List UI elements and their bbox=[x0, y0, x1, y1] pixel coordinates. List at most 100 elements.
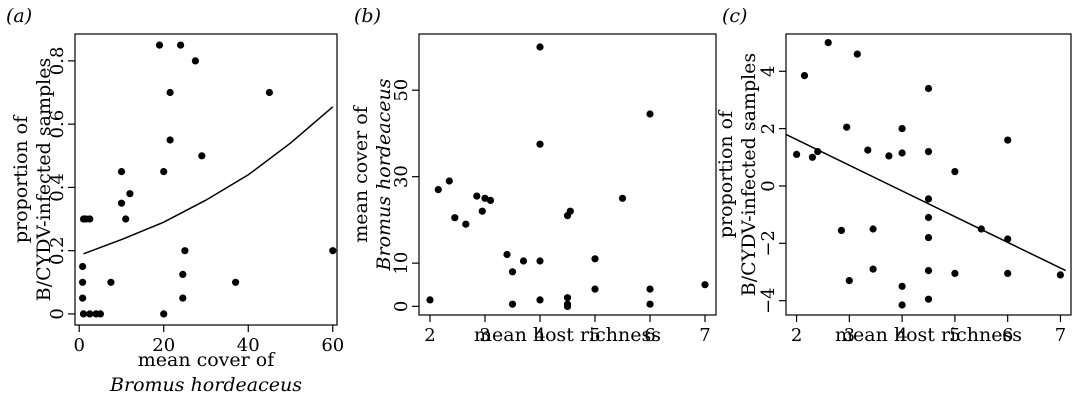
data-point bbox=[508, 300, 517, 308]
data-point bbox=[503, 250, 511, 259]
data-point bbox=[86, 215, 94, 223]
data-point bbox=[951, 269, 959, 277]
y-tick-label: 0.2 bbox=[47, 236, 68, 265]
data-point bbox=[566, 207, 574, 215]
x-tick-label: 3 bbox=[479, 325, 490, 346]
y-axis-label: mean cover of bbox=[350, 104, 372, 242]
y-tick-label: 2 bbox=[758, 123, 779, 134]
data-point bbox=[869, 225, 877, 233]
y-axis-label: B/CYDV-infected samples bbox=[33, 58, 55, 301]
data-point bbox=[1004, 235, 1012, 243]
data-point bbox=[117, 168, 126, 176]
data-point bbox=[924, 267, 933, 275]
data-point bbox=[618, 194, 627, 202]
data-point bbox=[843, 123, 851, 131]
data-point bbox=[951, 168, 959, 176]
fit-line bbox=[785, 133, 1067, 272]
data-point bbox=[107, 278, 115, 286]
data-point bbox=[126, 190, 134, 198]
x-tick-label: 3 bbox=[844, 325, 855, 346]
data-point bbox=[701, 281, 709, 289]
data-point bbox=[122, 215, 130, 223]
data-point bbox=[800, 72, 809, 80]
y-axis-label: B/CYDV-infected samples bbox=[738, 53, 760, 296]
y-axis-label: Bromus hordeaceus bbox=[373, 78, 395, 271]
data-point bbox=[885, 152, 893, 160]
data-point bbox=[160, 168, 168, 176]
data-point bbox=[86, 310, 94, 318]
data-point bbox=[853, 50, 861, 58]
fit-line bbox=[83, 106, 334, 255]
data-point bbox=[924, 148, 933, 156]
plot-frame bbox=[785, 33, 1072, 316]
x-tick-label: 5 bbox=[949, 325, 960, 346]
data-point bbox=[96, 310, 104, 318]
data-point bbox=[481, 194, 489, 202]
data-point bbox=[177, 41, 185, 49]
y-tick-label: 0.4 bbox=[47, 173, 68, 202]
data-point bbox=[646, 285, 654, 293]
data-point bbox=[536, 43, 544, 51]
data-point bbox=[1056, 271, 1064, 279]
data-point bbox=[845, 277, 853, 285]
data-point bbox=[191, 57, 199, 65]
data-point bbox=[898, 282, 906, 290]
x-tick-label: 60 bbox=[321, 335, 344, 356]
data-point bbox=[198, 152, 206, 160]
plot-frame bbox=[74, 33, 338, 326]
data-point bbox=[563, 302, 572, 310]
panel-label: (c) bbox=[722, 5, 747, 27]
data-point bbox=[462, 220, 470, 228]
y-axis-label: proportion of bbox=[715, 109, 737, 238]
plot-frame bbox=[418, 33, 717, 316]
data-point bbox=[924, 84, 933, 93]
data-point bbox=[898, 125, 906, 133]
x-tick-label: 40 bbox=[237, 335, 260, 356]
panel-label: (b) bbox=[354, 5, 381, 27]
data-point bbox=[814, 148, 822, 156]
data-point bbox=[1004, 269, 1012, 277]
data-point bbox=[536, 257, 544, 265]
panel-label: (a) bbox=[6, 5, 32, 27]
data-point bbox=[451, 214, 459, 222]
x-tick-label: 20 bbox=[152, 335, 175, 356]
data-point bbox=[426, 296, 434, 304]
data-point bbox=[837, 226, 846, 234]
data-point bbox=[329, 247, 337, 255]
data-point bbox=[155, 41, 164, 49]
data-point bbox=[898, 149, 906, 157]
data-point bbox=[646, 110, 654, 118]
data-point bbox=[591, 255, 599, 263]
data-point bbox=[79, 278, 87, 286]
y-axis-label: proportion of bbox=[10, 114, 32, 243]
data-point bbox=[793, 150, 801, 158]
data-point bbox=[536, 296, 544, 304]
data-point bbox=[864, 146, 872, 154]
y-tick-label: −2 bbox=[758, 230, 779, 257]
y-tick-label: 50 bbox=[391, 79, 412, 102]
y-tick-label: 0 bbox=[47, 308, 68, 319]
data-point bbox=[478, 207, 486, 215]
y-tick-label: 10 bbox=[391, 252, 412, 275]
data-point bbox=[977, 225, 985, 233]
data-point bbox=[166, 88, 174, 97]
y-tick-label: −4 bbox=[758, 287, 779, 314]
y-tick-label: 0 bbox=[758, 180, 779, 191]
data-point bbox=[445, 177, 453, 185]
data-point bbox=[924, 234, 933, 242]
x-tick-label: 7 bbox=[1055, 325, 1066, 346]
data-point bbox=[924, 295, 933, 303]
data-point bbox=[181, 247, 189, 255]
data-point bbox=[179, 270, 187, 278]
data-point bbox=[232, 278, 240, 286]
x-tick-label: 2 bbox=[424, 325, 435, 346]
panel-a: (a) 0 20 40 60 0 0.2 0.4 0.6 0.8 mean cover of Brom… bbox=[6, 5, 344, 396]
x-tick-label: 4 bbox=[896, 325, 907, 346]
data-point bbox=[160, 310, 168, 318]
data-point bbox=[79, 294, 87, 302]
x-axis-label: mean cover of bbox=[138, 349, 276, 371]
data-point bbox=[486, 196, 495, 204]
data-point bbox=[508, 268, 517, 276]
data-point bbox=[563, 294, 572, 302]
